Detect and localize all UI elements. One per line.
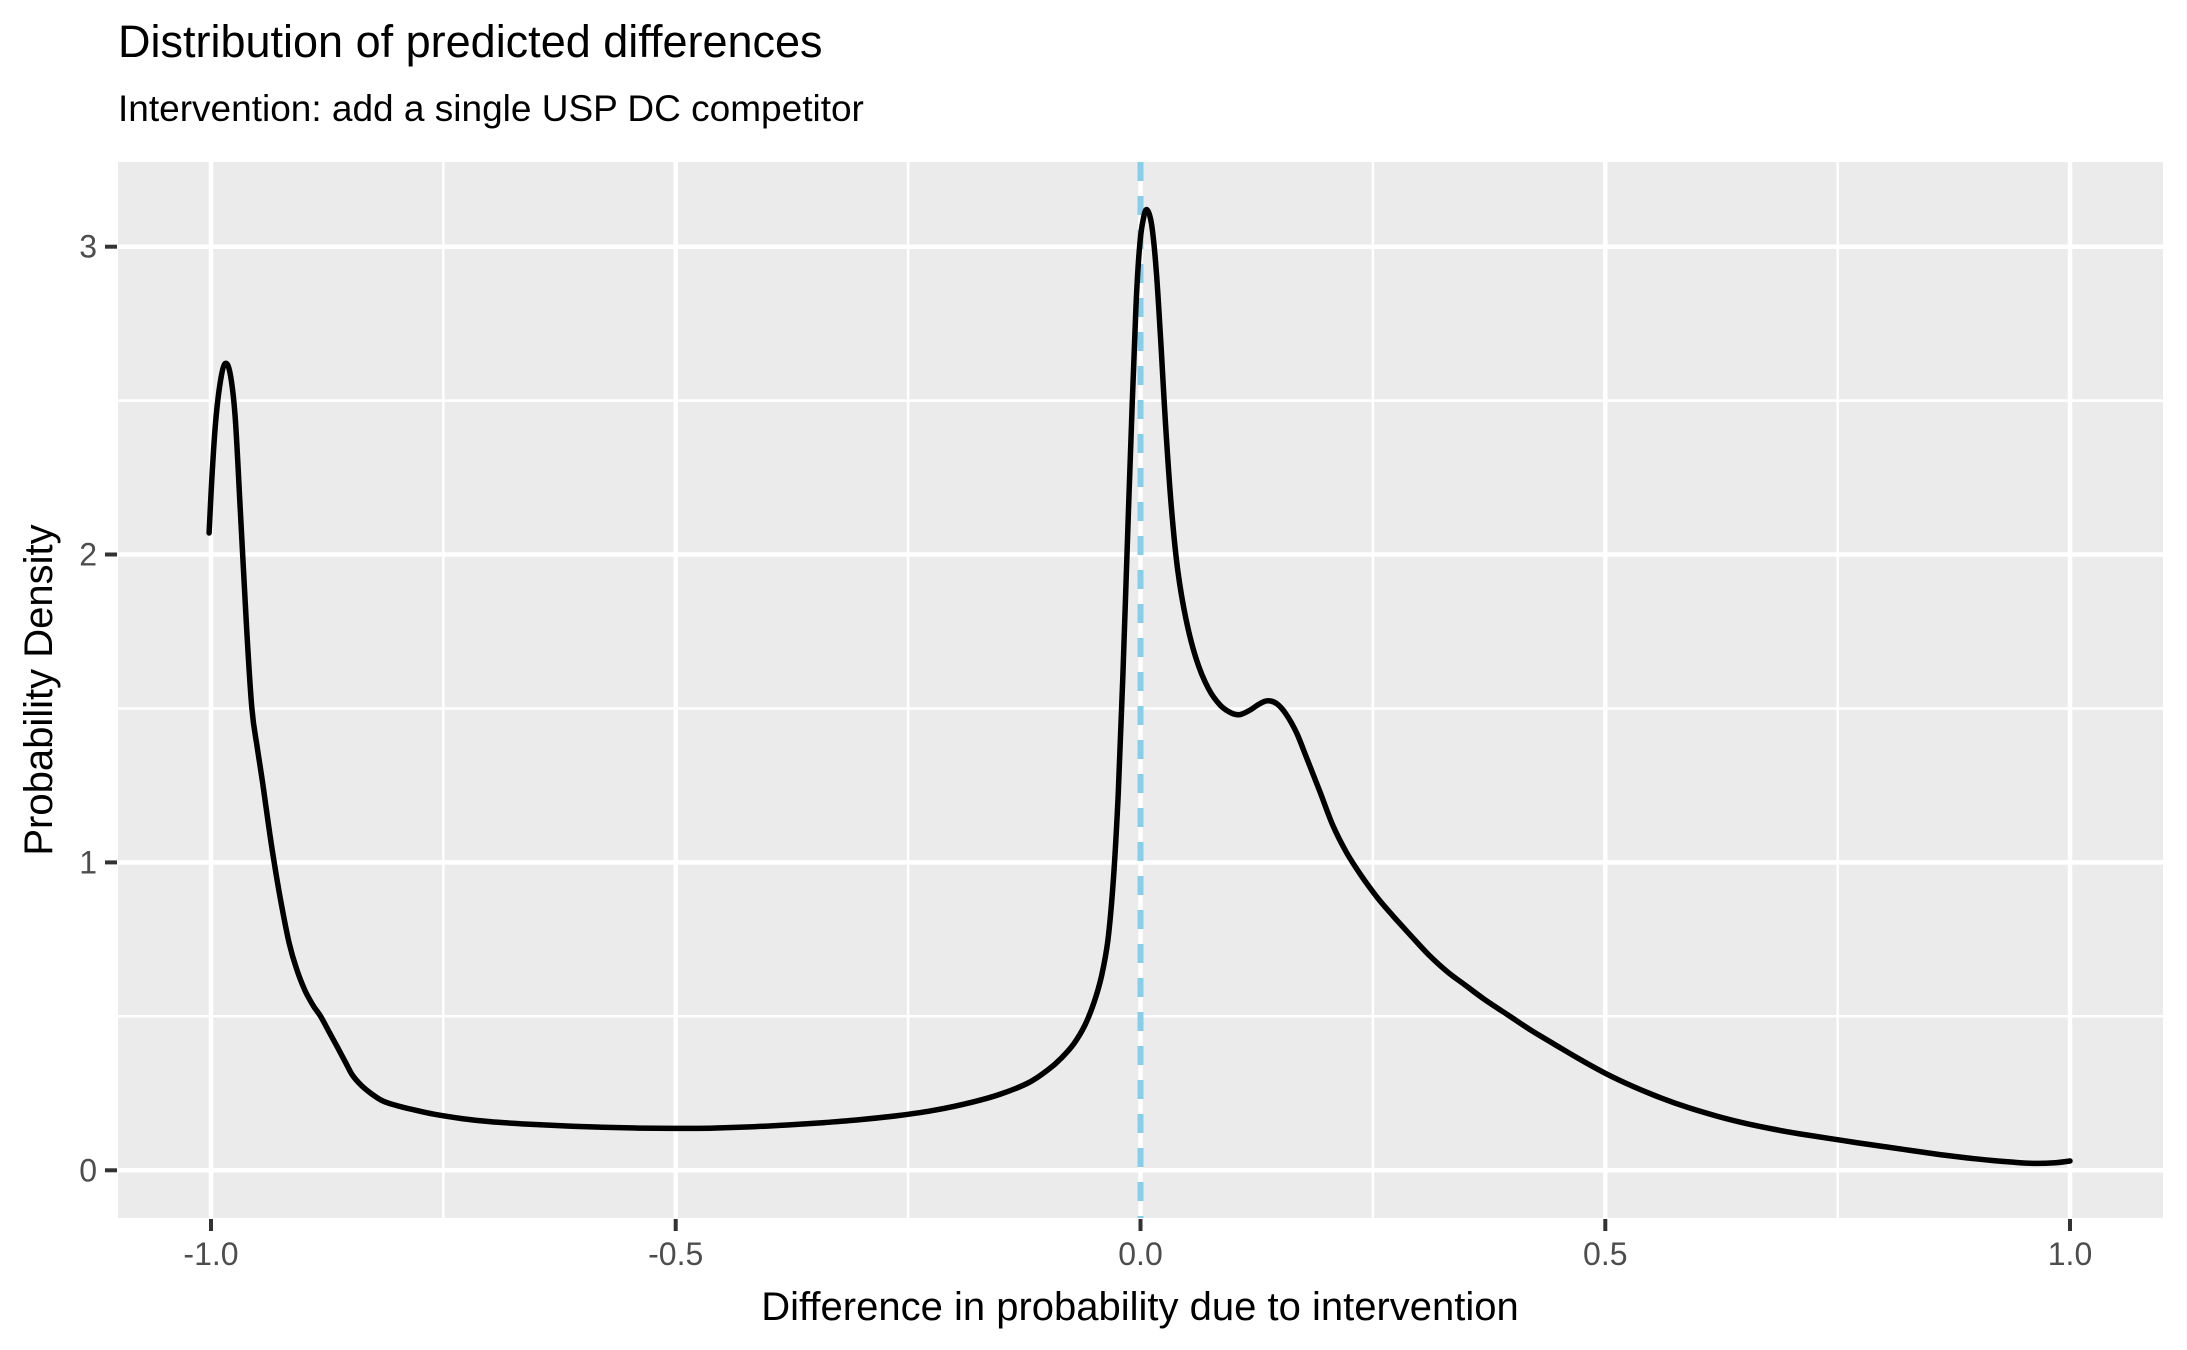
x-tick-label: -1.0 [183,1236,238,1272]
x-tick-label: -0.5 [648,1236,703,1272]
chart-subtitle: Intervention: add a single USP DC compet… [118,88,864,129]
x-axis-title: Difference in probability due to interve… [761,1285,1519,1329]
axes: -1.0 -0.5 0.0 0.5 1.0 0 1 2 3 [79,229,2092,1273]
x-tick-label: 1.0 [2048,1236,2092,1272]
y-tick-label: 2 [79,537,97,573]
chart-title: Distribution of predicted differences [118,16,823,67]
y-axis-title: Probability Density [17,524,61,855]
y-tick-label: 0 [79,1152,97,1188]
y-tick-label: 3 [79,229,97,265]
x-tick-label: 0.5 [1583,1236,1627,1272]
plot-panel [118,162,2163,1218]
x-tick-label: 0.0 [1118,1236,1162,1272]
density-curve [206,206,2073,1167]
y-tick-label: 1 [79,844,97,880]
